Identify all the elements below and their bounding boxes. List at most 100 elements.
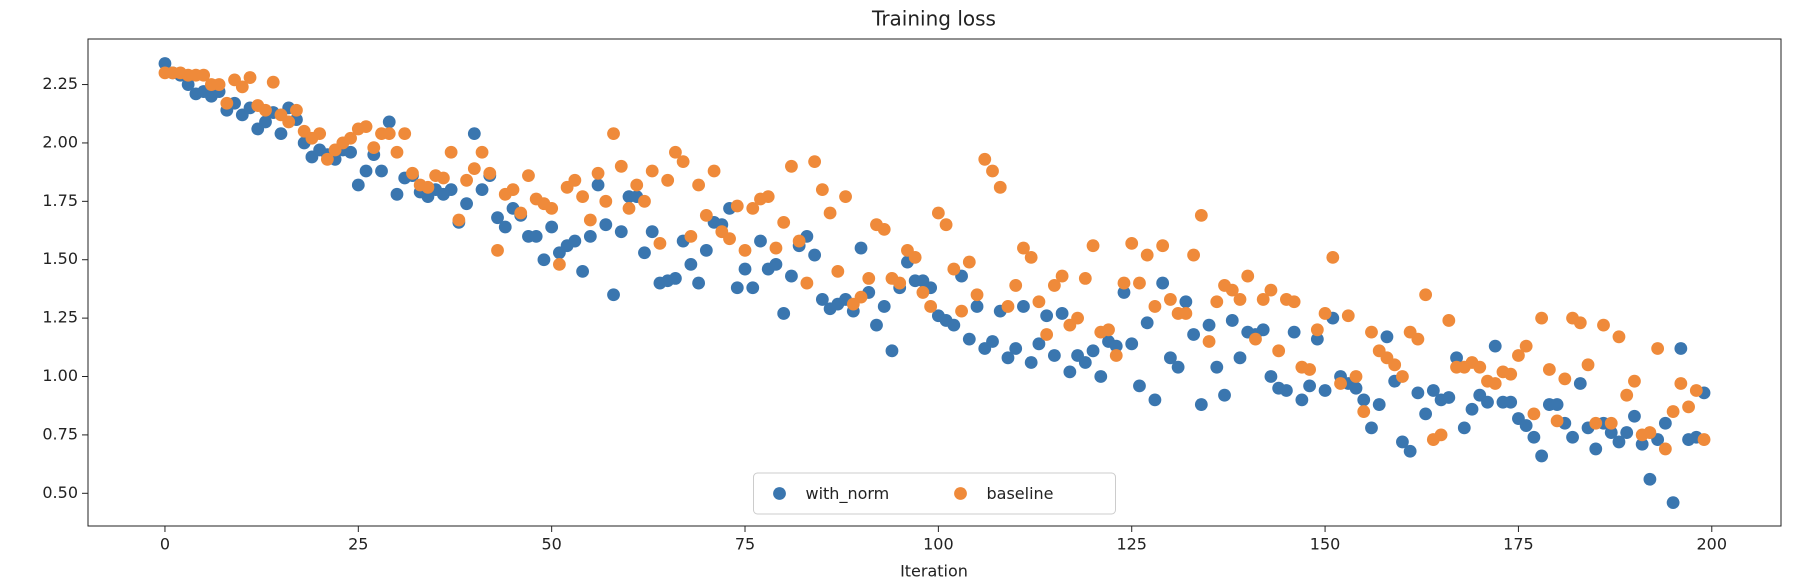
- data-point: [638, 246, 651, 260]
- legend-label: with_norm: [806, 484, 890, 504]
- data-point: [1481, 395, 1494, 409]
- data-point: [800, 276, 814, 290]
- data-point: [1604, 426, 1618, 439]
- data-point: [274, 127, 288, 140]
- data-point: [769, 241, 783, 255]
- data-point: [1094, 370, 1108, 383]
- data-point: [947, 318, 961, 332]
- data-point: [1202, 318, 1216, 332]
- data-point: [1658, 416, 1672, 430]
- data-point: [1628, 374, 1641, 388]
- data-point: [1643, 472, 1657, 486]
- data-point: [212, 78, 226, 91]
- data-point: [583, 213, 597, 227]
- data-point: [1256, 293, 1270, 306]
- data-point: [1063, 365, 1077, 379]
- data-point: [1442, 391, 1456, 404]
- data-point: [684, 257, 698, 271]
- data-point: [1179, 295, 1193, 309]
- x-tick-label: 0: [160, 535, 170, 554]
- data-point: [1504, 395, 1518, 409]
- x-tick-label: 125: [1116, 535, 1147, 554]
- data-point: [1001, 351, 1015, 365]
- data-point: [785, 269, 798, 283]
- data-point: [1612, 435, 1626, 449]
- data-point: [947, 262, 961, 276]
- data-point: [1310, 332, 1324, 346]
- data-point: [1032, 295, 1046, 309]
- data-point: [1403, 444, 1417, 458]
- data-point: [444, 145, 458, 159]
- data-point: [1086, 344, 1100, 358]
- data-point: [599, 194, 613, 208]
- data-point: [1434, 428, 1448, 442]
- data-point: [1527, 407, 1541, 421]
- data-point: [1194, 208, 1208, 222]
- data-point: [986, 335, 999, 348]
- data-point: [1179, 307, 1193, 320]
- data-point: [545, 220, 559, 234]
- data-point: [638, 194, 651, 208]
- data-point: [1473, 360, 1487, 374]
- data-point: [1233, 293, 1247, 306]
- data-point: [181, 78, 195, 91]
- data-point: [1272, 344, 1286, 358]
- data-point: [1187, 248, 1200, 262]
- data-point: [676, 155, 690, 169]
- data-point: [591, 178, 605, 192]
- data-point: [467, 127, 481, 140]
- data-point: [746, 201, 760, 215]
- data-point: [1310, 323, 1324, 337]
- data-point: [839, 190, 852, 204]
- y-tick-label: 1.75: [42, 191, 78, 210]
- data-point: [1117, 276, 1131, 290]
- data-point: [777, 307, 791, 320]
- data-point: [815, 183, 829, 197]
- data-point: [514, 206, 528, 220]
- data-point: [1055, 269, 1069, 283]
- data-point: [1388, 358, 1402, 372]
- data-point: [1125, 337, 1139, 351]
- data-point: [1163, 351, 1177, 365]
- data-point: [1442, 314, 1456, 327]
- data-point: [1133, 379, 1146, 393]
- data-point: [1535, 449, 1549, 463]
- data-point: [1365, 325, 1378, 339]
- data-point: [1357, 405, 1371, 418]
- data-point: [1078, 356, 1092, 369]
- data-point: [398, 127, 412, 140]
- data-point: [1233, 351, 1247, 365]
- data-point: [1519, 339, 1533, 353]
- data-point: [1357, 393, 1371, 407]
- data-point: [1040, 328, 1054, 341]
- data-point: [970, 288, 984, 302]
- data-point: [955, 304, 968, 318]
- y-tick-label: 1.00: [42, 366, 78, 385]
- data-point: [1024, 356, 1038, 369]
- data-point: [1295, 393, 1309, 407]
- data-point: [1086, 239, 1100, 253]
- data-point: [738, 243, 752, 257]
- data-point: [1658, 442, 1672, 456]
- data-point: [1148, 300, 1162, 313]
- data-point: [1318, 384, 1332, 397]
- data-point: [475, 183, 489, 197]
- data-point: [506, 183, 520, 197]
- data-point: [669, 145, 682, 159]
- data-point: [1109, 339, 1123, 353]
- data-point: [1009, 342, 1023, 355]
- y-tick-label: 0.75: [42, 424, 78, 443]
- data-point: [1589, 442, 1603, 456]
- data-point: [243, 71, 257, 84]
- data-point: [1643, 426, 1657, 439]
- data-point: [645, 164, 659, 178]
- data-point: [699, 243, 713, 257]
- data-point: [1674, 342, 1688, 355]
- data-point: [746, 281, 760, 295]
- data-point: [692, 276, 706, 290]
- y-tick-label: 1.25: [42, 308, 78, 327]
- data-point: [498, 220, 512, 234]
- data-point: [1620, 426, 1634, 439]
- data-point: [1287, 325, 1301, 339]
- data-point: [1047, 349, 1061, 362]
